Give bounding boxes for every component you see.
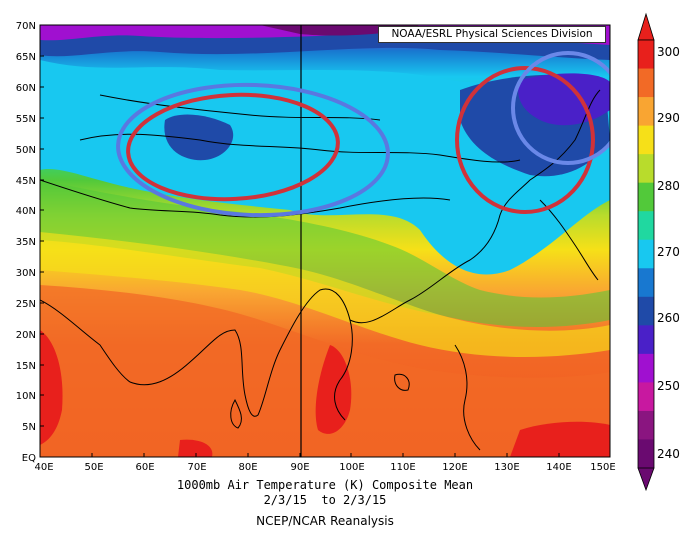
colorbar-segment <box>638 382 654 412</box>
latitude-axis: EQ 5N 10N 15N 20N 25N 30N 35N 40N 45N 50… <box>16 21 44 464</box>
colorbar-bottom-arrow <box>637 467 655 492</box>
caption-line-1: 1000mb Air Temperature (K) Composite Mea… <box>176 478 474 492</box>
hot-spot-southeast-asia <box>315 345 352 434</box>
lat-tick-label: 5N <box>22 422 36 433</box>
colorbar-label: 270 <box>657 245 680 259</box>
colorbar-segment <box>638 410 654 440</box>
colorbar-segment <box>638 239 654 269</box>
cold-pool-central-asia <box>164 114 234 161</box>
longitude-axis: 40E 50E 60E 70E 80E 90E 100E 110E 120E 1… <box>34 453 616 473</box>
lon-tick-label: 40E <box>34 462 53 473</box>
yellow-band <box>40 232 610 357</box>
lat-tick-label: 35N <box>16 237 36 248</box>
colorbar-segment <box>638 268 654 298</box>
lon-tick-label: 150E <box>590 462 615 473</box>
lat-tick-label: 40N <box>16 206 36 217</box>
lat-tick-label: 60N <box>16 83 36 94</box>
colorbar-segment <box>638 211 654 241</box>
lat-tick-label: 45N <box>16 176 36 187</box>
hot-spot-arabia <box>40 330 63 445</box>
lon-tick-label: 90E <box>290 462 309 473</box>
colorbar-segment <box>638 325 654 355</box>
lat-tick-label: 55N <box>16 114 36 125</box>
colorbar-segment <box>638 296 654 326</box>
lon-tick-label: 130E <box>494 462 519 473</box>
lat-tick-label: 70N <box>16 21 36 32</box>
lon-tick-label: 80E <box>238 462 257 473</box>
colorbar-segment <box>638 182 654 212</box>
colorbar-segment <box>638 439 654 469</box>
caption-line-2: 2/3/15 to 2/3/15 <box>263 493 387 507</box>
caption-line-3: NCEP/NCAR Reanalysis <box>256 514 394 528</box>
green-band <box>40 180 610 327</box>
colorbar-label: 280 <box>657 179 680 193</box>
hot-spot-equator <box>510 421 610 457</box>
lon-tick-label: 100E <box>339 462 364 473</box>
colorbar-segment <box>638 154 654 184</box>
blue-ellipse-far-east <box>511 51 610 165</box>
colorbar-segment <box>638 68 654 98</box>
colorbar-segment <box>638 97 654 127</box>
colorbar-label: 290 <box>657 111 680 125</box>
lon-tick-label: 110E <box>390 462 415 473</box>
colorbar-segment <box>638 40 654 70</box>
lat-tick-label: 30N <box>16 268 36 279</box>
colorbar-label: 250 <box>657 379 680 393</box>
colorbar-label: 300 <box>657 45 680 59</box>
colorbar-label: 240 <box>657 447 680 461</box>
colorbar-segment <box>638 353 654 383</box>
lon-tick-label: 70E <box>187 462 206 473</box>
red-ellipse-northeast-asia <box>455 66 595 214</box>
lat-tick-label: 25N <box>16 299 36 310</box>
lon-tick-label: 140E <box>546 462 571 473</box>
colorbar-label: 260 <box>657 311 680 325</box>
lon-tick-label: 60E <box>135 462 154 473</box>
hot-spot-india <box>178 439 213 457</box>
lat-tick-label: EQ <box>22 453 36 464</box>
colorbar-segment <box>638 125 654 155</box>
colorbar: 300 290 280 270 260 250 240 <box>637 12 680 492</box>
lat-tick-label: 15N <box>16 361 36 372</box>
lat-tick-label: 50N <box>16 145 36 156</box>
lon-tick-label: 50E <box>84 462 103 473</box>
colorbar-top-arrow <box>637 12 655 41</box>
credit-label: NOAA/ESRL Physical Sciences Division <box>378 26 606 43</box>
lat-tick-label: 20N <box>16 330 36 341</box>
lat-tick-label: 65N <box>16 52 36 63</box>
colorbar-frame <box>637 39 655 469</box>
lon-tick-label: 120E <box>442 462 467 473</box>
blue-ellipse-central-asia <box>116 82 390 218</box>
lat-tick-label: 10N <box>16 391 36 402</box>
red-ellipse-central-asia <box>126 92 340 202</box>
map-plot-area <box>40 25 610 457</box>
